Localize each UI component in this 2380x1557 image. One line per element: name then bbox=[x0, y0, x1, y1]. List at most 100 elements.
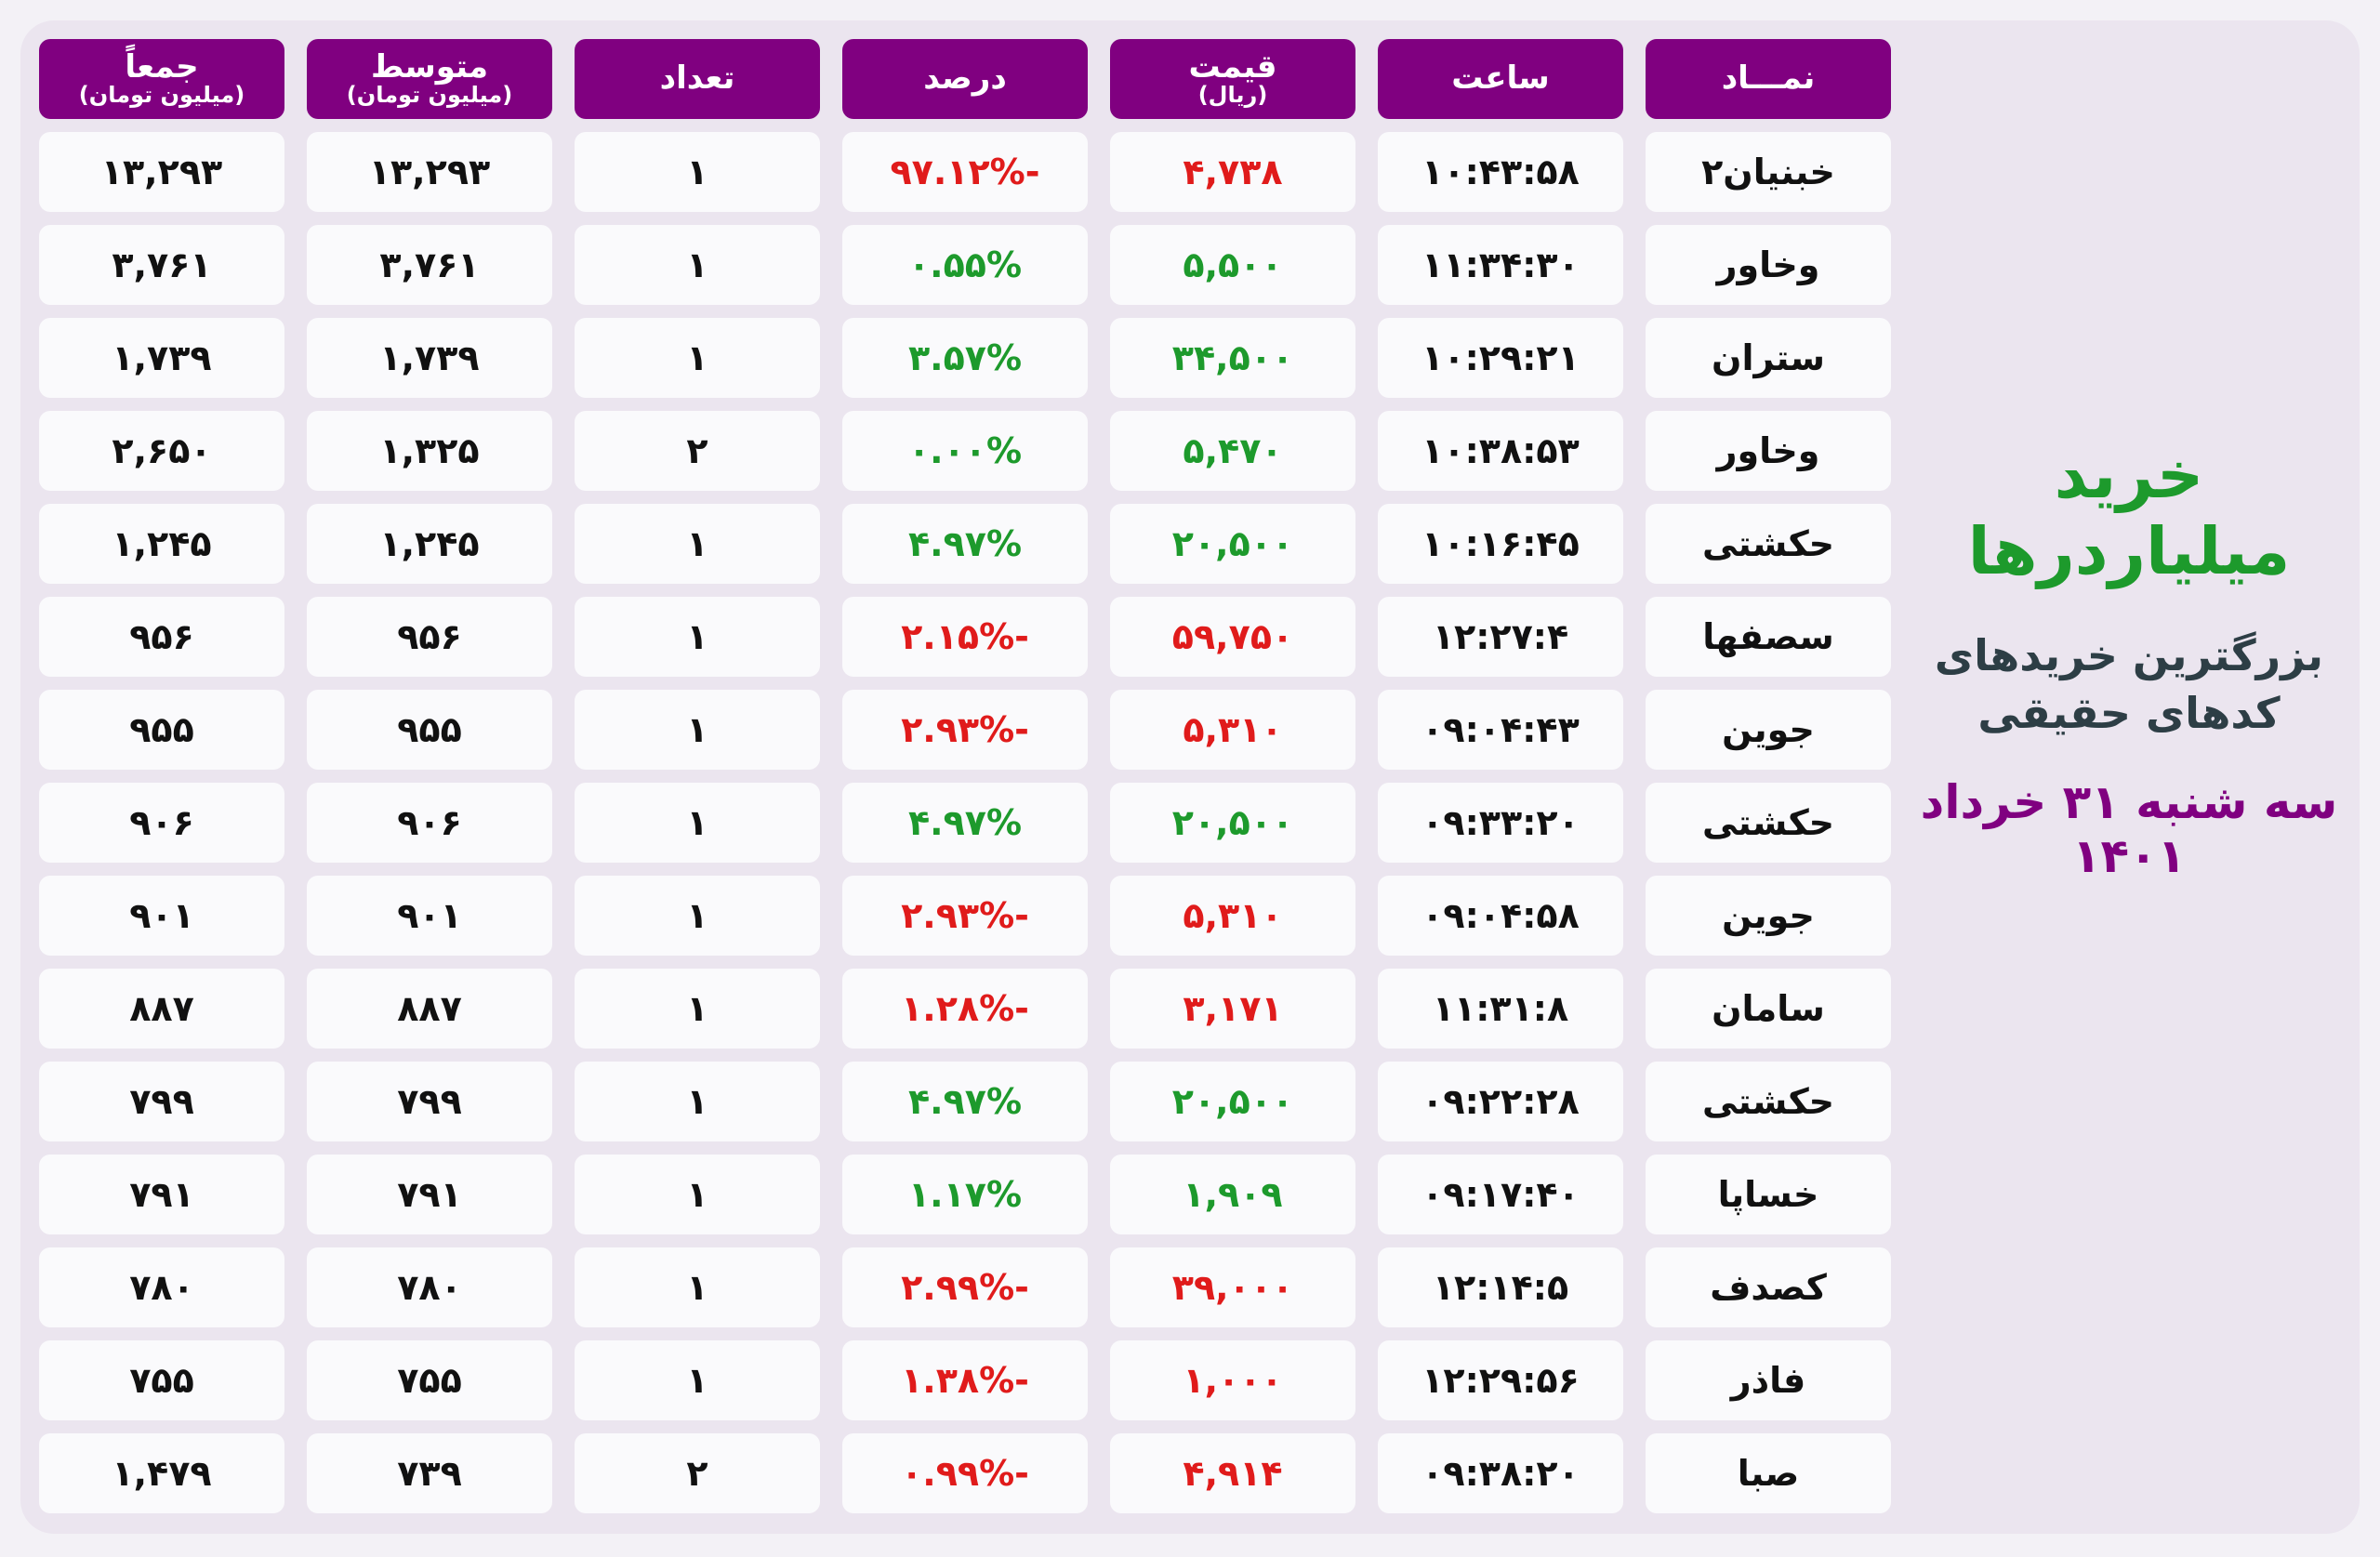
cell-time: ۰۹:۳۸:۲۰ bbox=[1378, 1433, 1623, 1513]
cell-symbol: حکشتی bbox=[1646, 504, 1891, 584]
cell-count: ۱ bbox=[575, 783, 820, 863]
cell-price: ۴,۷۳۸ bbox=[1110, 132, 1355, 212]
cell-average: ۹۵۶ bbox=[307, 597, 552, 677]
header-percent: درصد bbox=[842, 39, 1088, 119]
header-count-label: تعداد bbox=[659, 59, 735, 98]
header-average-label: متوسط bbox=[370, 47, 489, 86]
cell-percent: -۲.۹۳% bbox=[842, 876, 1088, 956]
cell-total: ۱۳,۲۹۳ bbox=[39, 132, 284, 212]
cell-symbol: سصفها bbox=[1646, 597, 1891, 677]
cell-percent: -۲.۱۵% bbox=[842, 597, 1088, 677]
cell-count: ۲ bbox=[575, 411, 820, 491]
cell-total: ۱,۲۴۵ bbox=[39, 504, 284, 584]
cell-count: ۱ bbox=[575, 1155, 820, 1234]
cell-percent: ۳.۵۷% bbox=[842, 318, 1088, 398]
cell-count: ۱ bbox=[575, 1062, 820, 1141]
cell-symbol: سامان bbox=[1646, 969, 1891, 1049]
cell-total: ۹۰۱ bbox=[39, 876, 284, 956]
cell-symbol: جوین bbox=[1646, 690, 1891, 770]
cell-total: ۷۹۱ bbox=[39, 1155, 284, 1234]
cell-total: ۱,۷۳۹ bbox=[39, 318, 284, 398]
cell-time: ۰۹:۳۳:۲۰ bbox=[1378, 783, 1623, 863]
cell-percent: -۰.۹۹% bbox=[842, 1433, 1088, 1513]
cell-price: ۳۹,۰۰۰ bbox=[1110, 1247, 1355, 1327]
cell-time: ۱۲:۱۴:۵ bbox=[1378, 1247, 1623, 1327]
cell-time: ۱۱:۳۱:۸ bbox=[1378, 969, 1623, 1049]
cell-average: ۷۳۹ bbox=[307, 1433, 552, 1513]
cell-total: ۷۹۹ bbox=[39, 1062, 284, 1141]
cell-symbol: وخاور bbox=[1646, 411, 1891, 491]
date-label: سه شنبه ۳۱ خرداد ۱۴۰۱ bbox=[1920, 775, 2338, 884]
cell-average: ۷۵۵ bbox=[307, 1340, 552, 1420]
cell-time: ۱۰:۲۹:۲۱ bbox=[1378, 318, 1623, 398]
cell-average: ۹۵۵ bbox=[307, 690, 552, 770]
cell-price: ۵,۳۱۰ bbox=[1110, 690, 1355, 770]
header-symbol: نمـــاد bbox=[1646, 39, 1891, 119]
cell-time: ۱۱:۳۴:۳۰ bbox=[1378, 225, 1623, 305]
header-price-unit: (ریال) bbox=[1197, 82, 1268, 109]
cell-time: ۰۹:۰۴:۴۳ bbox=[1378, 690, 1623, 770]
cell-price: ۵,۵۰۰ bbox=[1110, 225, 1355, 305]
cell-symbol: وخاور bbox=[1646, 225, 1891, 305]
cell-price: ۳۴,۵۰۰ bbox=[1110, 318, 1355, 398]
cell-count: ۱ bbox=[575, 132, 820, 212]
cell-total: ۹۵۶ bbox=[39, 597, 284, 677]
cell-count: ۱ bbox=[575, 225, 820, 305]
cell-price: ۵,۳۱۰ bbox=[1110, 876, 1355, 956]
cell-price: ۲۰,۵۰۰ bbox=[1110, 1062, 1355, 1141]
cell-count: ۱ bbox=[575, 504, 820, 584]
cell-average: ۷۸۰ bbox=[307, 1247, 552, 1327]
trades-table: جمعاً (میلیون تومان) متوسط (میلیون تومان… bbox=[39, 39, 1891, 1513]
cell-percent: -۱.۳۸% bbox=[842, 1340, 1088, 1420]
cell-symbol: جوین bbox=[1646, 876, 1891, 956]
cell-count: ۱ bbox=[575, 969, 820, 1049]
cell-symbol: کصدف bbox=[1646, 1247, 1891, 1327]
cell-price: ۱,۰۰۰ bbox=[1110, 1340, 1355, 1420]
cell-time: ۱۰:۱۶:۴۵ bbox=[1378, 504, 1623, 584]
page-title: خرید میلیاردرها bbox=[1967, 437, 2291, 589]
cell-average: ۸۸۷ bbox=[307, 969, 552, 1049]
cell-symbol: صبا bbox=[1646, 1433, 1891, 1513]
cell-time: ۱۲:۲۷:۴ bbox=[1378, 597, 1623, 677]
header-count: تعداد bbox=[575, 39, 820, 119]
header-price: قیمت (ریال) bbox=[1110, 39, 1355, 119]
cell-symbol: حکشتی bbox=[1646, 1062, 1891, 1141]
cell-percent: -۱.۲۸% bbox=[842, 969, 1088, 1049]
cell-symbol: خساپا bbox=[1646, 1155, 1891, 1234]
header-time-label: ساعت bbox=[1451, 59, 1550, 98]
cell-percent: ۱.۱۷% bbox=[842, 1155, 1088, 1234]
cell-percent: ۰.۰۰% bbox=[842, 411, 1088, 491]
header-symbol-label: نمـــاد bbox=[1721, 59, 1816, 98]
cell-price: ۴,۹۱۴ bbox=[1110, 1433, 1355, 1513]
cell-price: ۵۹,۷۵۰ bbox=[1110, 597, 1355, 677]
cell-count: ۱ bbox=[575, 597, 820, 677]
cell-count: ۱ bbox=[575, 690, 820, 770]
cell-total: ۲,۶۵۰ bbox=[39, 411, 284, 491]
cell-average: ۹۰۱ bbox=[307, 876, 552, 956]
cell-average: ۱,۳۲۵ bbox=[307, 411, 552, 491]
cell-average: ۷۹۹ bbox=[307, 1062, 552, 1141]
cell-average: ۳,۷۶۱ bbox=[307, 225, 552, 305]
cell-percent: -۲.۹۹% bbox=[842, 1247, 1088, 1327]
cell-symbol: ستران bbox=[1646, 318, 1891, 398]
cell-count: ۱ bbox=[575, 318, 820, 398]
cell-total: ۹۵۵ bbox=[39, 690, 284, 770]
cell-price: ۲۰,۵۰۰ bbox=[1110, 783, 1355, 863]
header-time: ساعت bbox=[1378, 39, 1623, 119]
cell-time: ۱۲:۲۹:۵۶ bbox=[1378, 1340, 1623, 1420]
header-price-label: قیمت bbox=[1188, 47, 1277, 86]
cell-symbol: خبنیان۲ bbox=[1646, 132, 1891, 212]
cell-percent: ۰.۵۵% bbox=[842, 225, 1088, 305]
cell-percent: ۴.۹۷% bbox=[842, 504, 1088, 584]
cell-average: ۱,۷۳۹ bbox=[307, 318, 552, 398]
header-percent-label: درصد bbox=[923, 59, 1007, 98]
subtitle-line2: کدهای حقیقی bbox=[1977, 688, 2281, 739]
cell-count: ۱ bbox=[575, 1247, 820, 1327]
cell-count: ۲ bbox=[575, 1433, 820, 1513]
cell-price: ۵,۴۷۰ bbox=[1110, 411, 1355, 491]
cell-average: ۹۰۶ bbox=[307, 783, 552, 863]
cell-price: ۳,۱۷۱ bbox=[1110, 969, 1355, 1049]
cell-total: ۳,۷۶۱ bbox=[39, 225, 284, 305]
cell-count: ۱ bbox=[575, 876, 820, 956]
cell-total: ۱,۴۷۹ bbox=[39, 1433, 284, 1513]
